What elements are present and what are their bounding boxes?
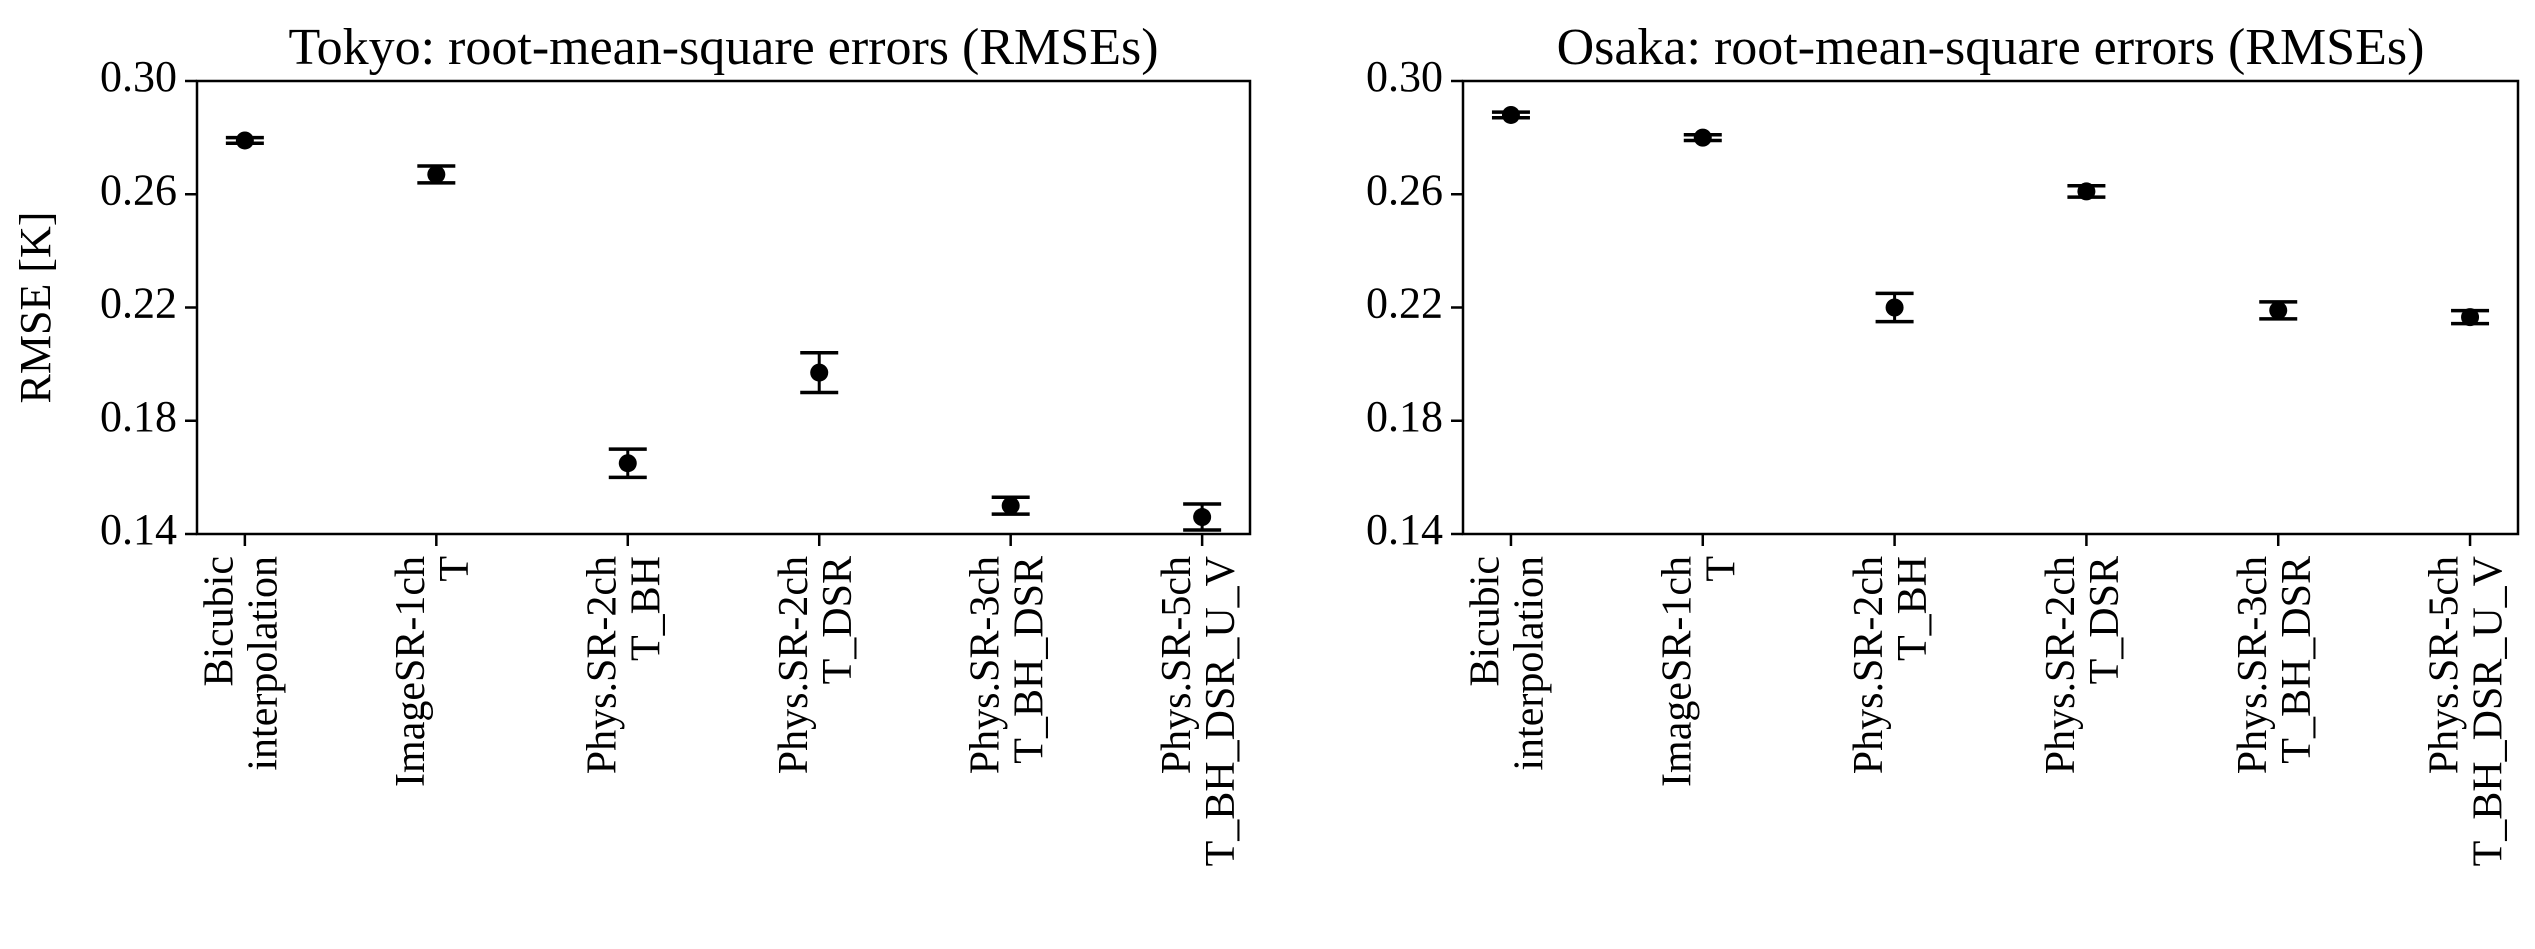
x-tick-label: Phys.SR-2ch [1846,556,1892,774]
x-tick-label: Phys.SR-5ch [1154,556,1200,774]
y-tick-label: 0.26 [1366,165,1443,214]
data-point [2077,182,2096,201]
x-tick-label: ImageSR-1ch [388,556,434,787]
x-tick-label: Phys.SR-2ch [2038,556,2084,774]
data-point [2269,301,2288,320]
data-point [810,363,829,382]
x-tick-label: T [1698,556,1744,582]
data-point [1885,298,1904,317]
y-tick-label: 0.30 [1366,52,1443,101]
x-tick-label: Phys.SR-2ch [771,556,817,774]
x-tick-label: Phys.SR-3ch [962,556,1008,774]
axes-frame [195,79,1252,536]
data-point [1193,508,1212,527]
x-tick-label: Phys.SR-5ch [2422,556,2468,774]
chart-title: Tokyo: root-mean-square errors (RMSEs) [288,19,1158,76]
chart-title: Osaka: root-mean-square errors (RMSEs) [1557,19,2425,76]
x-tick-label: Bicubic [1463,556,1509,687]
data-point [1501,105,1520,124]
x-tick-label: ImageSR-1ch [1654,556,1700,787]
y-tick-label: 0.30 [100,52,177,101]
x-tick-label: T_BH_DSR [1006,556,1052,764]
y-tick-label: 0.18 [1366,392,1443,441]
y-tick-label: 0.22 [1366,279,1443,328]
x-tick-label: T_BH_DSR [2274,556,2320,764]
x-tick-label: Phys.SR-3ch [2230,556,2276,774]
data-point [2461,308,2480,327]
x-tick-label: T_BH_DSR_U_V [1198,556,1244,866]
x-tick-label: T_BH [623,556,669,661]
data-point [1693,128,1712,147]
x-tick-label: T_DSR [2082,556,2128,684]
x-tick-label: Phys.SR-2ch [579,556,625,774]
y-tick-label: 0.18 [100,392,177,441]
x-tick-label: interpolation [1507,556,1553,771]
data-point [1001,496,1020,515]
data-point [235,131,254,150]
chart-panel: Tokyo: root-mean-square errors (RMSEs) RM… [11,19,1252,866]
x-tick-label: Bicubic [197,556,243,687]
x-tick-label: T [432,556,478,582]
x-tick-label: T_BH [1890,556,1936,661]
x-tick-label: T_BH_DSR_U_V [2466,556,2512,866]
x-tick-label: interpolation [241,556,287,771]
y-tick-label: 0.14 [100,505,177,554]
data-point [427,165,446,184]
y-axis-label: RMSE [K] [11,212,60,404]
chart-panel: Osaka: root-mean-square errors (RMSEs) 0.… [1366,19,2520,866]
y-tick-label: 0.26 [100,165,177,214]
y-tick-label: 0.14 [1366,505,1443,554]
y-tick-label: 0.22 [100,279,177,328]
axes-frame [1461,79,2520,536]
data-point [618,454,637,473]
x-tick-label: T_DSR [815,556,861,684]
